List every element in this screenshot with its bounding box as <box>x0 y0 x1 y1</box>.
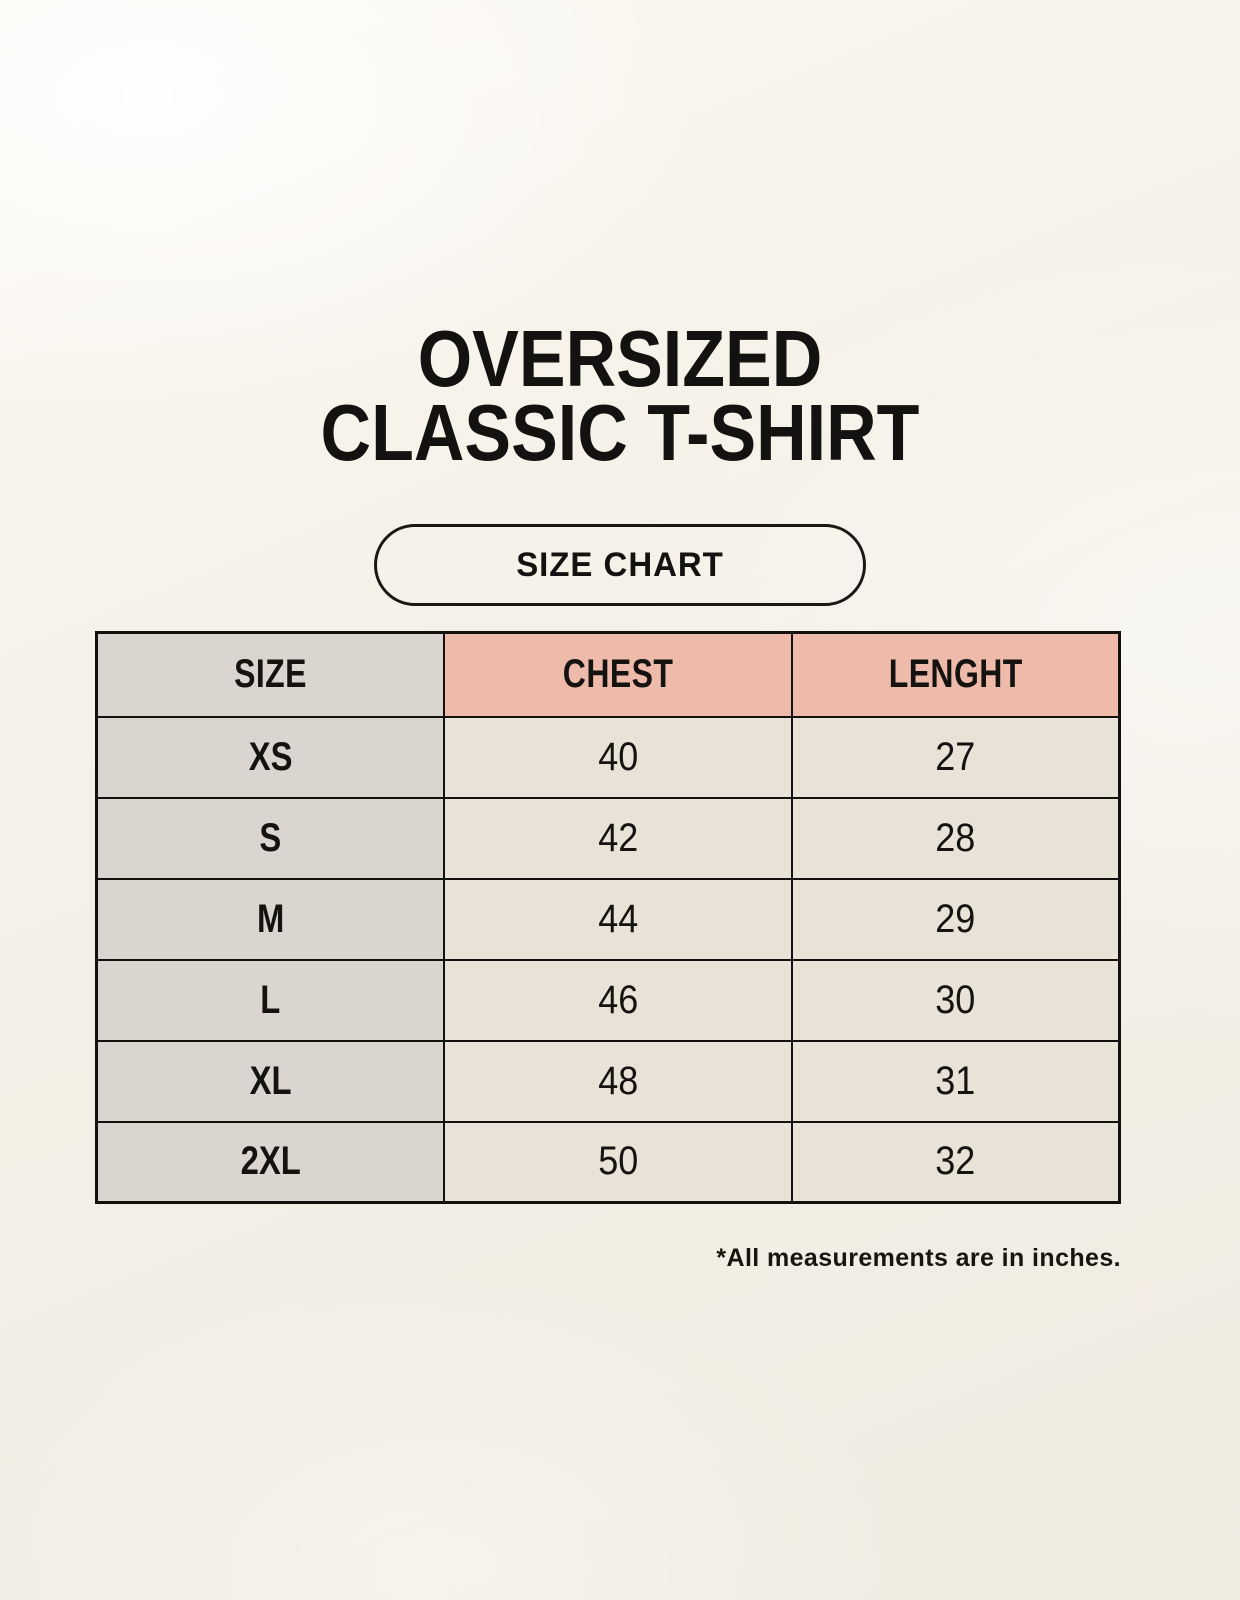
size-chart-badge-label: SIZE CHART <box>516 545 724 584</box>
chest-cell: 50 <box>443 1120 794 1204</box>
size-cell: XS <box>95 715 446 799</box>
chest-cell: 40 <box>443 715 794 799</box>
page-title: OVERSIZED CLASSIC T-SHIRT <box>78 319 1163 473</box>
table-row-xl: XL 48 31 <box>95 1039 1121 1123</box>
title-line-1: OVERSIZED <box>417 314 823 403</box>
table-row-l: L 46 30 <box>95 958 1121 1042</box>
size-cell: M <box>95 877 446 961</box>
table-row-2xl: 2XL 50 32 <box>95 1120 1121 1204</box>
size-cell: XL <box>95 1039 446 1123</box>
size-chart-table: SIZE CHEST LENGHT XS 40 27 S 42 28 M <box>95 631 1121 1204</box>
chest-cell: 42 <box>443 796 794 880</box>
length-cell: 32 <box>791 1120 1121 1204</box>
table-row-m: M 44 29 <box>95 877 1121 961</box>
header-chest: CHEST <box>443 631 794 718</box>
chest-cell: 46 <box>443 958 794 1042</box>
measurements-footnote: *All measurements are in inches. <box>716 1244 1121 1272</box>
size-table-container: SIZE CHEST LENGHT XS 40 27 S 42 28 M <box>95 631 1121 1204</box>
table-row-s: S 42 28 <box>95 796 1121 880</box>
length-cell: 30 <box>791 958 1121 1042</box>
chest-cell: 44 <box>443 877 794 961</box>
table-row-xs: XS 40 27 <box>95 715 1121 799</box>
size-cell: L <box>95 958 446 1042</box>
title-line-2: CLASSIC T-SHIRT <box>320 388 920 477</box>
header-length: LENGHT <box>791 631 1121 718</box>
chest-cell: 48 <box>443 1039 794 1123</box>
table-header-row: SIZE CHEST LENGHT <box>95 631 1121 718</box>
size-chart-badge: SIZE CHART <box>374 524 866 606</box>
length-cell: 27 <box>791 715 1121 799</box>
size-cell: 2XL <box>95 1120 446 1204</box>
header-size: SIZE <box>95 631 446 718</box>
length-cell: 28 <box>791 796 1121 880</box>
length-cell: 29 <box>791 877 1121 961</box>
size-cell: S <box>95 796 446 880</box>
length-cell: 31 <box>791 1039 1121 1123</box>
